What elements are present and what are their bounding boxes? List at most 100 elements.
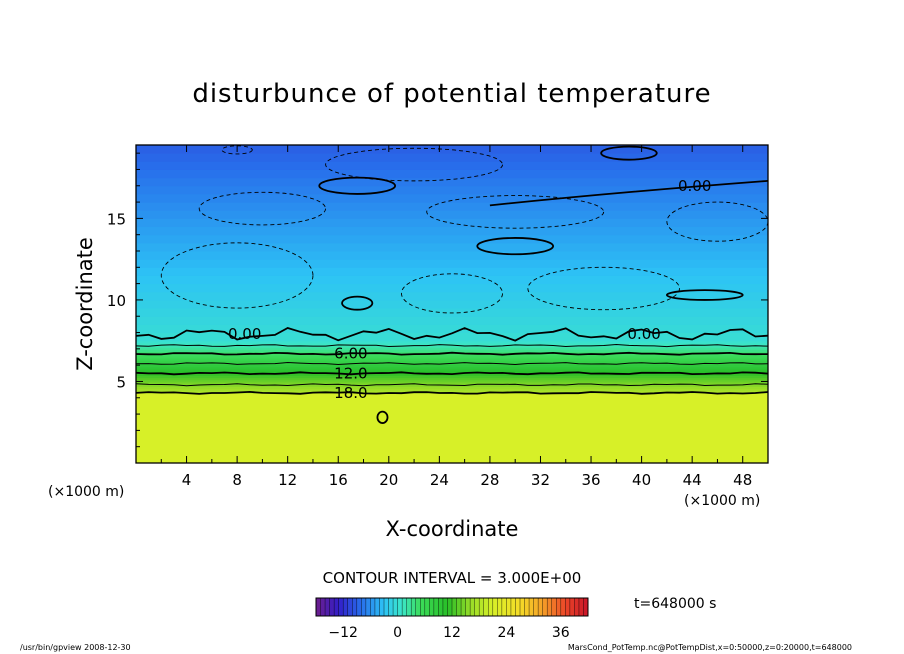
- plot-frame: [135, 144, 769, 464]
- colorbar-cell: [384, 598, 389, 616]
- x-tick-label: 28: [480, 471, 499, 489]
- x-unit-right: (×1000 m): [684, 493, 760, 509]
- field-band: [136, 381, 768, 385]
- colorbar-cell: [370, 598, 376, 616]
- colorbar-cell: [524, 598, 530, 616]
- field-band: [136, 364, 768, 368]
- colorbar-cell: [456, 598, 462, 616]
- colorbar-cell: [452, 598, 457, 616]
- y-axis: 5 10 15: [107, 152, 768, 448]
- colorbar-cell: [515, 598, 521, 616]
- x-tick-label: 36: [581, 471, 600, 489]
- colorbar-cell: [320, 598, 326, 616]
- contour-loop: [318, 176, 397, 195]
- contour-line: [489, 179, 768, 207]
- contour-label: 12.0: [334, 364, 367, 382]
- field-band: [136, 274, 768, 285]
- x-tick-label: 48: [733, 471, 752, 489]
- x-tick-label: 24: [430, 471, 449, 489]
- contour-dashed: [426, 195, 605, 229]
- colorbar-cell: [488, 598, 494, 616]
- field-band: [136, 168, 768, 179]
- contour-line: [136, 327, 768, 342]
- contour-dashed: [666, 201, 768, 242]
- colorbar-cell: [569, 598, 575, 616]
- field-band: [136, 152, 768, 162]
- contour-label: 6.00: [334, 345, 367, 363]
- field-band: [136, 258, 768, 268]
- contour-dashed: [221, 145, 253, 155]
- contour-label: 0.00: [228, 325, 261, 343]
- colorbar-frame: [315, 597, 589, 617]
- colorbar-cell: [479, 598, 485, 616]
- colorbar-tick-label: 12: [443, 625, 461, 641]
- colorbar-cell: [501, 598, 507, 616]
- y-tick-label: 15: [107, 210, 126, 228]
- footer-right: MarsCond_PotTemp.nc@PotTempDist,x=0:5000…: [568, 643, 852, 652]
- x-tick-label: 32: [531, 471, 550, 489]
- colorbar-cell: [334, 598, 340, 616]
- x-tick-label: 20: [379, 471, 398, 489]
- colorbar-cell: [397, 598, 403, 616]
- field-band: [136, 283, 768, 293]
- field-band: [136, 226, 768, 236]
- colorbar-cell: [520, 598, 525, 616]
- field-band: [136, 392, 768, 463]
- field-band: [136, 348, 768, 353]
- field-band: [136, 359, 768, 363]
- colorbar-cell: [343, 598, 349, 616]
- field-band: [136, 250, 768, 260]
- contour-dashed: [325, 147, 504, 182]
- x-tick-label: 4: [182, 471, 192, 489]
- colorbar-cell: [461, 598, 466, 616]
- field-band: [136, 366, 768, 370]
- field-band: [136, 357, 768, 361]
- colorbar-cell: [529, 598, 534, 616]
- field-band: [136, 377, 768, 381]
- contour-loop: [341, 295, 374, 311]
- colorbar-cell: [556, 598, 562, 616]
- contour-line: [136, 390, 768, 395]
- field-band: [136, 388, 768, 392]
- colorbar-cell: [442, 598, 448, 616]
- field-band: [136, 342, 768, 346]
- contour-loop: [376, 410, 389, 424]
- colorbar-cell: [393, 598, 398, 616]
- colorbar-ticks: −12 0 12 24 36: [328, 625, 569, 641]
- x-axis-label: X-coordinate: [386, 517, 519, 541]
- field-band: [136, 291, 768, 301]
- colorbar-cell: [388, 598, 394, 616]
- y-axis-label: Z-coordinate: [73, 237, 97, 371]
- field-band: [136, 385, 768, 390]
- chart-title: disturbunce of potential temperature: [192, 79, 711, 109]
- colorbar-cell: [356, 598, 362, 616]
- field-band: [136, 340, 768, 344]
- colorbar-cell: [438, 598, 444, 616]
- colorbar-cell: [325, 598, 330, 616]
- x-tick-label: 12: [278, 471, 297, 489]
- y-tick-label: 5: [116, 373, 126, 391]
- field-band: [136, 368, 768, 372]
- contour-line: [136, 361, 768, 366]
- field-band: [136, 185, 768, 195]
- field-band: [136, 374, 768, 379]
- field-band: [136, 209, 768, 219]
- contour-loop: [600, 145, 658, 161]
- contour-dashed: [160, 242, 314, 309]
- colorbar-cell: [583, 598, 589, 616]
- footer-left: /usr/bin/gpview 2008-12-30: [20, 643, 131, 652]
- colorbar-tick-label: −12: [328, 625, 358, 641]
- x-tick-label: 44: [683, 471, 702, 489]
- colorbar-cell: [433, 598, 439, 616]
- colorbar-cell: [465, 598, 471, 616]
- colorbar-tick-label: 0: [393, 625, 402, 641]
- colorbar-cell: [447, 598, 453, 616]
- contour-line: [136, 383, 768, 387]
- contour-label: 18.0: [334, 384, 367, 402]
- x-axis: 4 8 12 16 20 24 28 32 36 40 44 48: [160, 145, 752, 489]
- contour-line: [136, 351, 768, 356]
- colorbar-cell: [547, 598, 553, 616]
- colorbar-cell: [492, 598, 498, 616]
